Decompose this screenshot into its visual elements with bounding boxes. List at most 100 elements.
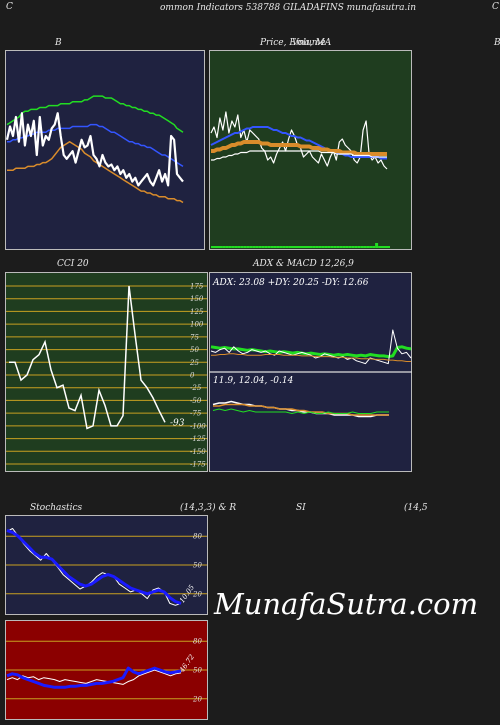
volume-bar	[357, 246, 361, 248]
stoch-tick-label: 80	[193, 533, 202, 541]
volume-bar	[306, 246, 310, 248]
far-right-title: B	[494, 38, 500, 48]
volume-bar	[282, 246, 286, 248]
cci-title: CCI 20	[57, 259, 89, 269]
volume-bar	[345, 246, 349, 248]
cci-line	[9, 285, 166, 430]
bollinger-middle-line	[7, 123, 184, 168]
rsi-tick-label: 80	[193, 638, 202, 646]
price-ma_orange-line	[211, 140, 387, 156]
bollinger-price-line	[5, 112, 184, 187]
cci-bg	[5, 272, 208, 472]
volume-bar	[234, 246, 238, 248]
volume-bar	[378, 246, 382, 248]
volume-bar	[285, 246, 289, 248]
volume-bar	[339, 246, 343, 248]
volume-bar	[217, 246, 220, 248]
volume-bar	[211, 246, 214, 248]
cci-tick-label: -50	[190, 397, 202, 405]
volume-bar	[321, 246, 325, 248]
rsi-params: (14,5	[404, 503, 428, 513]
rsi-rsi-line	[6, 669, 182, 685]
volume-bar	[214, 246, 217, 248]
volume-bar	[324, 246, 328, 248]
volume-bar	[372, 246, 376, 248]
adx-title: ADX & MACD 12,26,9	[253, 259, 354, 269]
adx-adx-line	[210, 345, 412, 359]
volume-bar	[267, 246, 271, 248]
stoch-title: Stochastics	[30, 503, 83, 513]
header-right: C	[492, 2, 499, 12]
header-title: ommon Indicators 538788 GILADAFINS munaf…	[160, 3, 417, 13]
volume-bar	[279, 246, 283, 248]
volume-bar	[309, 246, 313, 248]
volume-bar	[375, 243, 379, 248]
cci-tick-label: -75	[190, 410, 202, 418]
stoch-tick-label: 20	[192, 590, 202, 598]
brand-watermark: MunafaSutra.com	[214, 587, 479, 621]
cci-tick-label: -125	[190, 435, 206, 443]
volume-bar	[351, 246, 355, 248]
cci-tick-label: -175	[190, 461, 206, 469]
macd-signal-line	[213, 403, 389, 416]
volume-bar	[240, 246, 244, 248]
macd-histogram-line	[212, 408, 389, 414]
price-ma_white-line	[211, 150, 387, 161]
volume-bar	[294, 246, 298, 248]
stoch-params: (14,3,3) & R	[180, 503, 237, 513]
header-left: C	[6, 2, 13, 12]
rsi-title: SI	[296, 503, 306, 513]
rsi-tick-label: 50	[193, 667, 202, 675]
volume-bar	[384, 246, 387, 248]
price-title: Price, Ema, MA	[260, 38, 332, 48]
volume-bar	[276, 246, 280, 248]
volume-bar	[360, 246, 364, 248]
price-overlay-title: Volume	[292, 38, 326, 48]
adx-macd-chart: ADX: 23.08 +DY: 20.25 -DY: 12.66 11.9, 1…	[209, 272, 412, 472]
volume-bar	[249, 246, 253, 248]
volume-bar	[363, 246, 367, 248]
volume-bar	[315, 246, 319, 248]
volume-bar	[258, 246, 262, 248]
bollinger-lower-line	[7, 140, 184, 204]
volume-bar	[369, 246, 373, 248]
volume-bar	[342, 246, 346, 248]
cci-tick-label: 100	[190, 321, 204, 329]
volume-bar	[312, 246, 316, 248]
volume-bar	[243, 246, 247, 248]
volume-bar	[333, 246, 337, 248]
volume-bar	[327, 246, 331, 248]
cci-last-value: -93	[170, 418, 185, 428]
rsi-tick-label: 20	[192, 695, 202, 703]
volume-bar	[252, 246, 256, 248]
volume-bar	[228, 246, 232, 248]
cci-tick-label: 125	[190, 308, 204, 316]
volume-bar	[222, 246, 226, 248]
cci-tick-label: 150	[190, 295, 204, 303]
stoch-d-line	[6, 528, 182, 605]
volume-bar	[261, 246, 265, 248]
volume-bar	[225, 246, 229, 248]
volume-bar	[336, 246, 340, 248]
volume-bar	[231, 246, 235, 248]
cci-chart: 175 150 125 100 75 50 25 0 -25 -50 -75 -100 -125 -150…	[5, 272, 208, 472]
volume-bar	[237, 246, 241, 248]
volume-bar	[330, 246, 334, 248]
volume-bar	[354, 246, 358, 248]
cci-tick-label: 175	[190, 283, 204, 291]
bollinger-title: B	[55, 38, 62, 48]
volume-bar	[318, 246, 322, 248]
volume-bar	[303, 246, 307, 248]
stoch-tick-label: 50	[193, 562, 202, 570]
cci-tick-label: 50	[190, 346, 199, 354]
volume-bar	[348, 246, 352, 248]
macd-readout: 11.9, 12.04, -0.14	[213, 376, 294, 386]
volume-bar	[288, 246, 292, 248]
adx-minus_dy-line	[211, 353, 411, 362]
volume-bar	[273, 246, 277, 248]
bollinger-chart	[5, 50, 205, 250]
volume-bar	[291, 246, 295, 248]
cci-tick-label: -150	[190, 448, 206, 456]
